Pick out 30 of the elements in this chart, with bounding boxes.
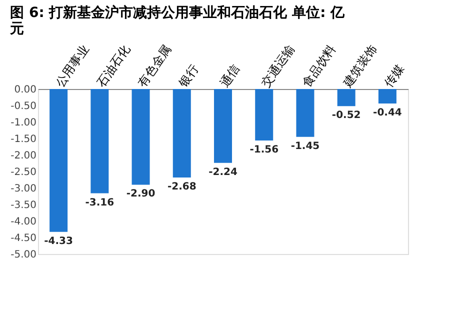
data-label: -2.90 <box>126 188 156 200</box>
data-label: -1.56 <box>250 144 279 156</box>
x-tick-label: 交通运输 <box>258 42 298 90</box>
x-tick-label: 有色金属 <box>135 42 174 90</box>
y-tick-label: -3.00 <box>10 184 36 194</box>
data-label: -0.52 <box>332 110 361 122</box>
y-tick-label: 0.00 <box>14 84 36 96</box>
x-tick-label: 通信 <box>217 62 242 90</box>
y-tick-label: -5.00 <box>10 250 36 260</box>
x-tick-label: 石油石化 <box>94 42 133 90</box>
y-tick-label: -2.00 <box>10 150 36 162</box>
y-tick-label: -2.50 <box>10 167 36 178</box>
data-label: -2.24 <box>208 166 238 178</box>
data-label: -1.45 <box>290 140 320 152</box>
y-tick-label: -0.50 <box>10 101 36 112</box>
y-tick-label: -4.50 <box>10 233 36 244</box>
data-label: -0.44 <box>373 108 402 119</box>
chart-title: 图 6: 打新基金沪市减持公用事业和石油石化 单位: 亿元 <box>9 4 346 38</box>
x-tick-label: 建筑装饰 <box>340 42 380 90</box>
y-tick-label: -1.00 <box>10 118 36 128</box>
y-tick-label: -4.00 <box>10 216 36 228</box>
y-tick-label: -1.50 <box>10 134 36 145</box>
x-tick-label: 银行 <box>176 62 202 90</box>
x-tick-label: 食品饮料 <box>299 42 338 90</box>
data-label: -2.68 <box>167 181 196 192</box>
y-tick-label: -3.50 <box>10 200 36 211</box>
x-tick-label: 公用事业 <box>52 42 92 90</box>
data-label: -3.16 <box>85 197 114 208</box>
x-tick-label: 传媒 <box>382 62 407 90</box>
data-label: -4.33 <box>44 236 74 247</box>
